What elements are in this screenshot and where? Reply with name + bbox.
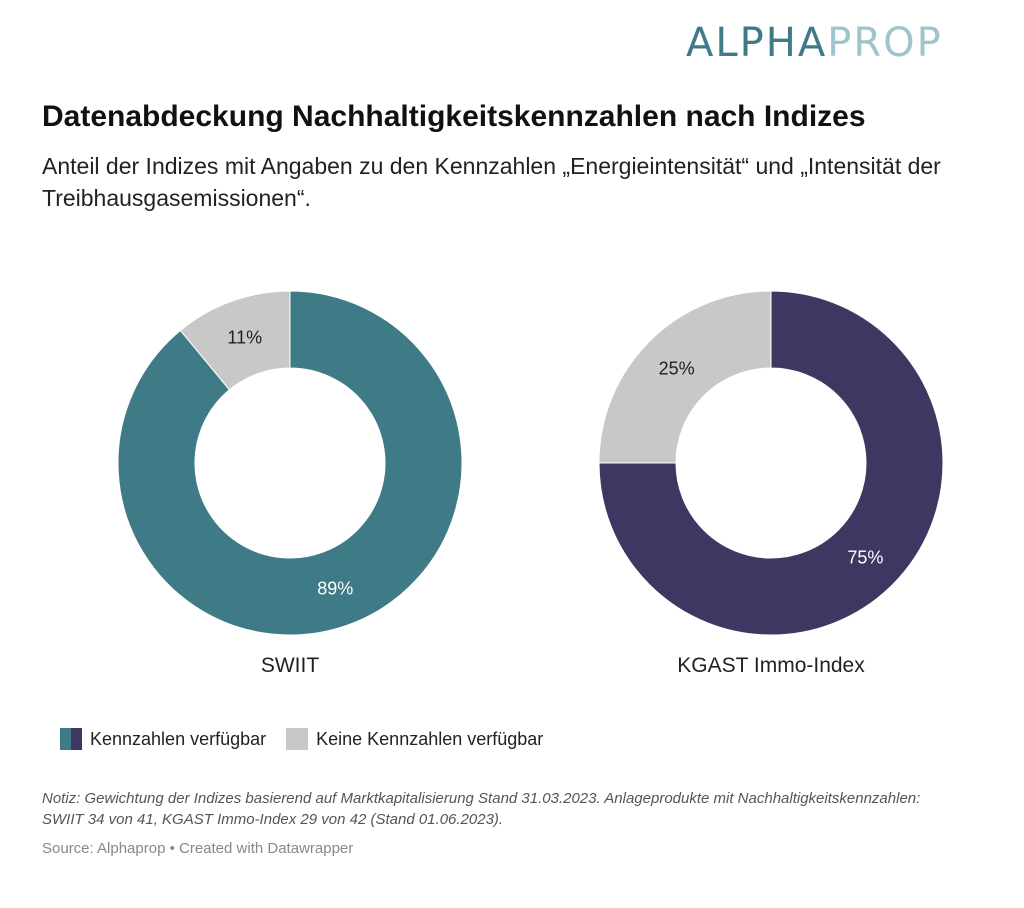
chart-title: Datenabdeckung Nachhaltigkeitskennzahlen… xyxy=(42,100,866,133)
donut-slice-available xyxy=(598,290,944,636)
legend-item-available: Kennzahlen verfügbar xyxy=(60,728,266,750)
legend-swatch-unavailable xyxy=(286,728,309,750)
chart-label-swiit: SWIIT xyxy=(260,654,320,677)
donut-label-unavailable: 11% xyxy=(227,327,262,347)
legend-swatch-available xyxy=(60,728,82,750)
donut-chart-kgast: 75% 25% KGAST Immo-Index xyxy=(591,270,951,677)
logo-text-prop: PROP xyxy=(827,20,943,66)
chart-subtitle: Anteil der Indizes mit Angaben zu den Ke… xyxy=(42,153,941,211)
alphaprop-logo: ALPHAPROP xyxy=(686,20,943,66)
donut-label-available: 75% xyxy=(847,547,883,567)
footnote: Notiz: Gewichtung der Indizes basierend … xyxy=(42,790,921,828)
donut-svg-swiit: 89% 11% xyxy=(117,290,463,636)
chart-label-kgast: KGAST Immo-Index xyxy=(677,654,865,677)
donut-label-unavailable: 25% xyxy=(659,359,695,379)
donut-slice-unavailable xyxy=(179,290,291,391)
donut-label-available: 89% xyxy=(317,579,353,599)
donut-slice-unavailable xyxy=(598,290,772,464)
donut-svg-kgast: 75% 25% xyxy=(598,290,944,636)
donut-chart-swiit: 89% 11% SWIIT xyxy=(110,270,470,677)
charts-area: 89% 11% SWIIT 75% 25% KGAST Immo-Index xyxy=(0,270,1024,710)
legend-item-unavailable: Keine Kennzahlen verfügbar xyxy=(286,728,543,750)
legend: Kennzahlen verfügbar Keine Kennzahlen ve… xyxy=(60,728,563,750)
legend-swatch-part-swiit xyxy=(60,728,71,750)
logo-text-alpha: ALPHA xyxy=(686,20,828,66)
source-line: Source: Alphaprop • Created with Datawra… xyxy=(42,840,354,857)
legend-swatch-part-kgast xyxy=(71,728,82,750)
donut-slice-available xyxy=(117,290,463,636)
legend-label-available: Kennzahlen verfügbar xyxy=(90,728,267,749)
legend-label-unavailable: Keine Kennzahlen verfügbar xyxy=(316,728,544,749)
